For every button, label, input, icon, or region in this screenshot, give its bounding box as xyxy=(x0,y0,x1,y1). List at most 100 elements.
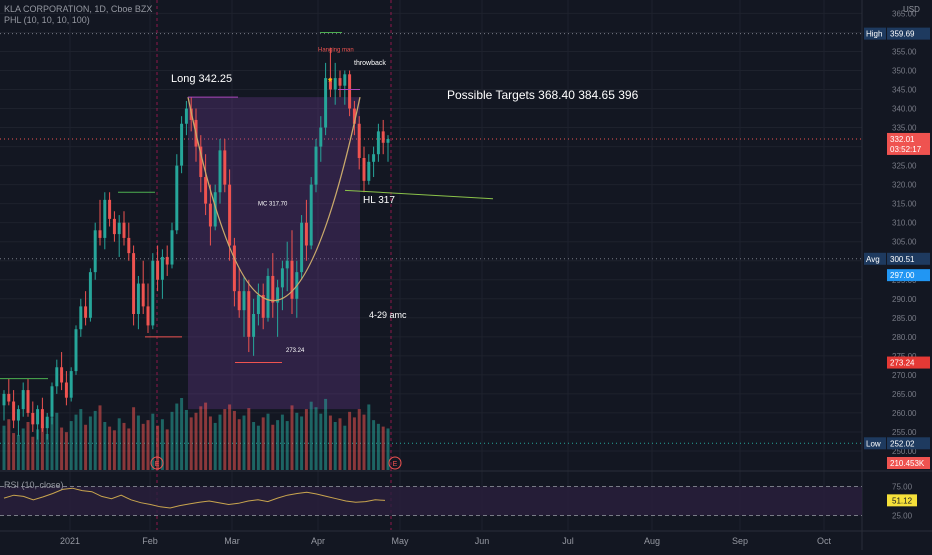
candle-body xyxy=(146,306,150,326)
price-marker-value: 332.01 xyxy=(890,135,915,144)
y-tick-label: 365.00 xyxy=(892,9,917,18)
volume-bar xyxy=(108,426,112,470)
candle-body xyxy=(64,382,68,398)
candle-body xyxy=(300,222,304,273)
volume-bar xyxy=(12,433,16,470)
volume-bar xyxy=(74,414,78,470)
volume-bar xyxy=(160,419,164,470)
x-tick-label: May xyxy=(391,536,409,546)
volume-bar xyxy=(261,417,265,470)
volume-bar xyxy=(199,406,203,470)
volume-bar xyxy=(333,422,337,470)
volume-bar xyxy=(189,417,193,470)
x-tick-label: Oct xyxy=(817,536,832,546)
rsi-tick-label: 25.00 xyxy=(892,512,913,521)
candle-body xyxy=(69,371,73,398)
x-tick-label: Jul xyxy=(562,536,574,546)
candle-body xyxy=(21,390,25,410)
candle-body xyxy=(112,218,116,235)
candle-body xyxy=(352,108,356,124)
candle-body xyxy=(319,127,323,147)
candle-body xyxy=(141,283,145,307)
candle-body xyxy=(228,184,232,246)
x-tick-label: Mar xyxy=(224,536,240,546)
volume-bar xyxy=(156,425,160,470)
volume-bar xyxy=(180,398,184,470)
volume-bar xyxy=(328,415,332,470)
price-marker-tag-bg xyxy=(864,437,886,450)
candle-body xyxy=(93,230,97,273)
cup-curve xyxy=(187,96,361,301)
candle-body xyxy=(50,386,54,417)
candle-body xyxy=(338,78,342,86)
candle-body xyxy=(7,393,11,402)
price-marker-value: 03:52:17 xyxy=(890,145,922,154)
y-tick-label: 285.00 xyxy=(892,314,917,323)
volume-bar xyxy=(132,407,136,470)
price-marker-value: 210.453K xyxy=(890,459,925,468)
indicator-legend: PHL (10, 10, 10, 100) xyxy=(4,15,90,25)
volume-bar xyxy=(69,421,73,470)
x-tick-label: Sep xyxy=(732,536,748,546)
candle-body xyxy=(117,222,121,235)
candle-body xyxy=(2,393,6,406)
candle-body xyxy=(204,177,208,204)
candle-body xyxy=(218,150,222,193)
candle-body xyxy=(88,272,92,318)
candle-body xyxy=(40,409,44,429)
volume-bar xyxy=(208,416,212,470)
candle-body xyxy=(242,291,246,311)
volume-bar xyxy=(290,405,294,470)
candle-body xyxy=(328,78,332,90)
volume-bar xyxy=(247,408,251,470)
candle-body xyxy=(304,222,308,246)
volume-bar xyxy=(7,419,11,470)
volume-bar xyxy=(352,417,356,470)
candle-body xyxy=(170,230,174,265)
volume-bar xyxy=(16,434,20,470)
candle-body xyxy=(266,275,270,318)
candle-body xyxy=(285,260,289,269)
price-marker: Avg 300.51 xyxy=(864,252,930,265)
candle-body xyxy=(290,260,294,299)
candle-body xyxy=(208,203,212,227)
y-tick-label: 290.00 xyxy=(892,295,917,304)
volume-bar xyxy=(256,425,260,470)
price-marker-tag: High xyxy=(866,30,882,39)
volume-bar xyxy=(348,411,352,470)
price-marker: Low 252.02 xyxy=(864,437,930,450)
candle-body xyxy=(280,268,284,288)
volume-bar xyxy=(60,427,64,470)
candle-body xyxy=(180,123,184,166)
x-tick-label: Aug xyxy=(644,536,660,546)
price-marker-value: 297.00 xyxy=(890,271,915,280)
volume-bar xyxy=(184,410,188,470)
price-marker-tag: Low xyxy=(866,439,881,448)
volume-bar xyxy=(300,416,304,470)
candle-body xyxy=(333,78,337,90)
volume-bar xyxy=(280,414,284,470)
volume-bar xyxy=(372,420,376,470)
y-tick-label: 355.00 xyxy=(892,47,917,56)
candle-body xyxy=(314,146,318,185)
y-tick-label: 325.00 xyxy=(892,162,917,171)
candle-body xyxy=(256,294,260,314)
rsi-value-label: 51.12 xyxy=(892,496,913,505)
symbol-title: KLA CORPORATION, 1D, Cboe BZX xyxy=(4,4,153,14)
candle-body xyxy=(376,131,380,155)
candle-body xyxy=(386,138,390,143)
volume-bar xyxy=(84,424,88,470)
price-marker: 03:52:17 xyxy=(887,142,930,155)
price-marker-bg xyxy=(887,269,930,282)
y-tick-label: 275.00 xyxy=(892,352,917,361)
volume-bar xyxy=(122,422,126,470)
price-marker: High 359.69 xyxy=(864,27,930,40)
rsi-line xyxy=(3,487,386,509)
x-tick-label: 2021 xyxy=(60,536,80,546)
y-tick-label: 340.00 xyxy=(892,105,917,114)
annotation-hanging-man: Hanging man xyxy=(318,47,354,53)
volume-bar xyxy=(338,418,342,470)
